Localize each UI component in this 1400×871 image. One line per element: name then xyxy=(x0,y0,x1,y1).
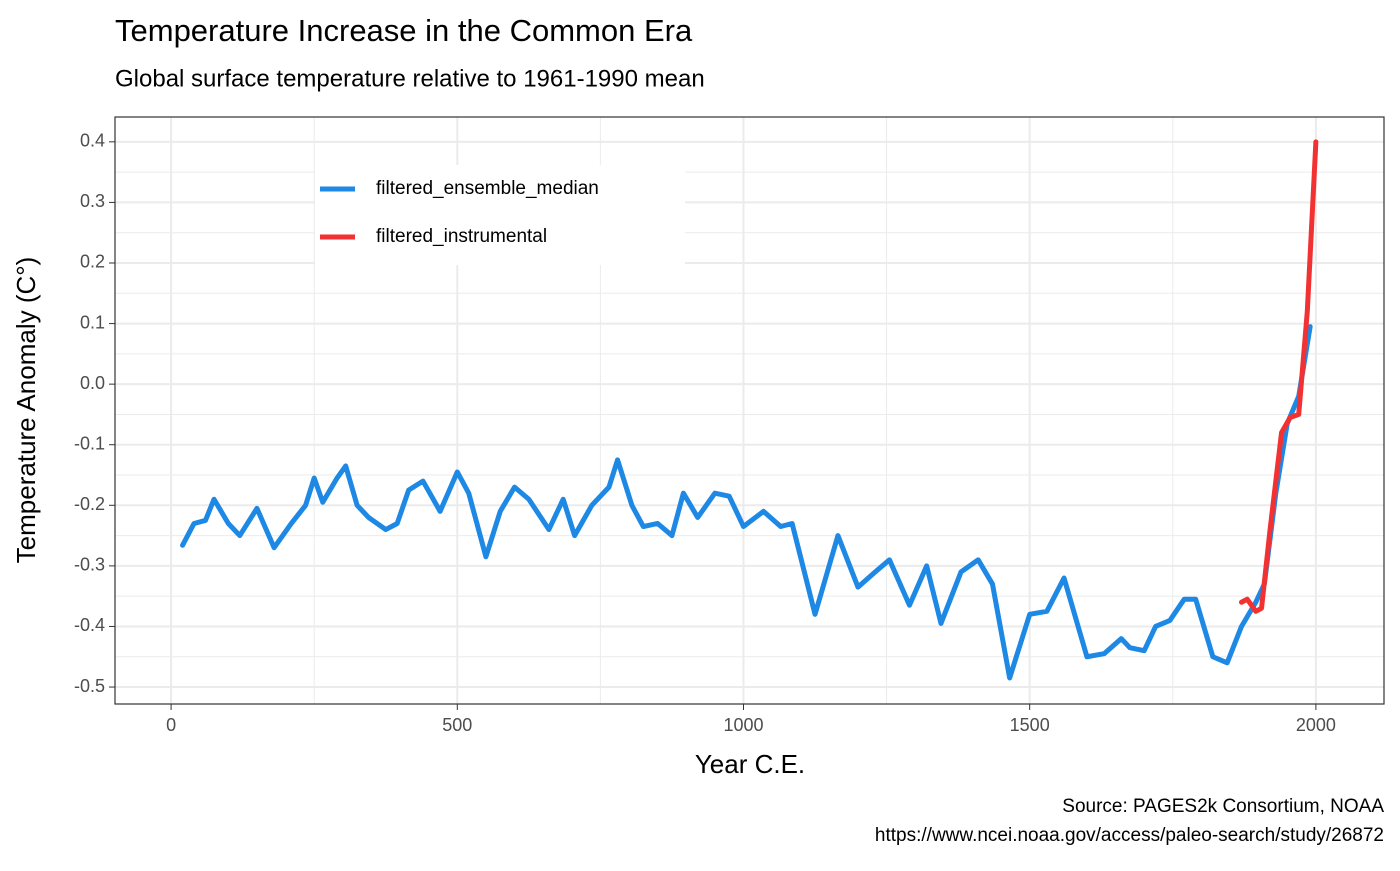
y-tick-label: -0.4 xyxy=(74,615,105,635)
x-tick-label: 500 xyxy=(442,715,472,735)
y-tick-label: 0.3 xyxy=(80,191,105,211)
y-tick-label: 0.4 xyxy=(80,131,105,151)
y-tick-label: 0.2 xyxy=(80,252,105,272)
legend-background xyxy=(315,165,685,265)
x-tick-label: 0 xyxy=(166,715,176,735)
x-axis-label: Year C.E. xyxy=(695,749,805,779)
legend-label: filtered_ensemble_median xyxy=(376,178,599,199)
y-tick-label: -0.3 xyxy=(74,555,105,575)
x-tick-label: 1500 xyxy=(1010,715,1050,735)
y-tick-label: -0.2 xyxy=(74,494,105,514)
line-series xyxy=(1238,139,1319,614)
y-axis-label: Temperature Anomaly (C°) xyxy=(11,257,41,564)
chart-title: Temperature Increase in the Common Era xyxy=(115,13,693,48)
y-tick-label: -0.1 xyxy=(74,433,105,453)
y-tick-label: 0.0 xyxy=(80,373,105,393)
caption: https://www.ncei.noaa.gov/access/paleo-s… xyxy=(875,825,1384,846)
chart-subtitle: Global surface temperature relative to 1… xyxy=(115,65,705,92)
line-series xyxy=(180,324,1313,681)
x-tick-label: 1000 xyxy=(723,715,763,735)
panel-border xyxy=(114,116,1385,705)
caption: Source: PAGES2k Consortium, NOAA xyxy=(1062,796,1384,817)
y-tick-label: 0.1 xyxy=(80,312,105,332)
x-tick-label: 2000 xyxy=(1296,715,1336,735)
y-tick-label: -0.5 xyxy=(74,676,105,696)
legend-label: filtered_instrumental xyxy=(376,226,547,247)
